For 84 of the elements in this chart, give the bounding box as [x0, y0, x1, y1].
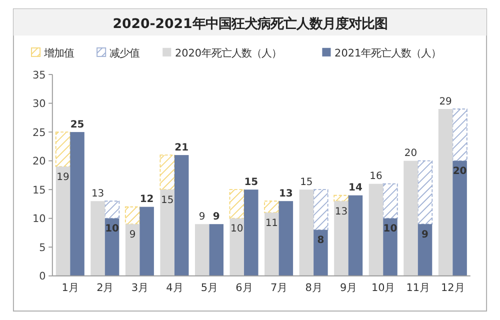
y-tick-label: 20: [32, 156, 46, 168]
data-label: 10: [105, 224, 120, 235]
y-tick-label: 0: [39, 270, 46, 283]
data-label: 13: [91, 188, 104, 200]
y-tick-label: 10: [32, 213, 46, 226]
x-tick-label: 11月: [406, 282, 430, 294]
bar: [452, 108, 468, 162]
bar: [334, 194, 349, 202]
bar: [382, 183, 398, 219]
chart-title: 2020-2021年中国狂犬病死亡人数月度对比图: [112, 16, 388, 32]
bar: [194, 224, 210, 276]
data-label: 12: [140, 194, 154, 206]
legend-label: 增加值: [42, 47, 74, 60]
data-label: 11: [265, 218, 278, 229]
data-label: 10: [383, 224, 398, 235]
data-label: 20: [452, 166, 467, 178]
x-tick-label: 1月: [62, 282, 78, 294]
x-tick-label: 7月: [270, 282, 288, 294]
x-tick-label: 12月: [441, 282, 464, 294]
bar: [278, 201, 294, 276]
bar: [124, 206, 140, 225]
data-label: 15: [160, 194, 174, 206]
bar: [452, 160, 467, 276]
bar: [244, 190, 258, 276]
bar: [125, 224, 140, 276]
bar: [383, 218, 398, 276]
y-tick-label: 30: [32, 98, 46, 110]
x-tick-label: 4月: [166, 282, 183, 294]
data-label: 15: [300, 176, 313, 188]
y-tick-label: 35: [32, 69, 46, 82]
bar: [160, 154, 175, 190]
bar: [438, 109, 453, 276]
data-label: 14: [348, 182, 362, 194]
data-label: 9: [129, 229, 136, 240]
x-tick-label: 10月: [371, 282, 395, 294]
bar: [264, 200, 280, 214]
data-label: 10: [230, 224, 244, 235]
legend-label: 2020年死亡人数（人）: [174, 47, 282, 60]
bar: [299, 190, 314, 276]
bar: [70, 132, 84, 276]
bar: [140, 206, 154, 276]
bar: [417, 160, 433, 225]
bar: [418, 224, 432, 276]
bar: [264, 212, 279, 276]
data-label: 13: [334, 206, 348, 218]
bar: [160, 190, 174, 276]
x-tick-label: 5月: [200, 282, 218, 294]
data-label: 21: [174, 142, 189, 154]
x-tick-label: 8月: [305, 282, 322, 294]
data-label: 19: [56, 172, 70, 183]
x-tick-label: 6月: [236, 282, 252, 294]
y-tick-label: 15: [32, 184, 46, 196]
bar: [56, 166, 70, 276]
data-label: 15: [244, 176, 258, 188]
legend-label: 2021年死亡人数（人）: [334, 47, 442, 60]
x-tick-label: 9月: [340, 282, 357, 294]
bar: [104, 218, 120, 276]
bar: [55, 132, 71, 168]
bar: [313, 189, 328, 230]
data-label: 25: [70, 119, 84, 130]
data-label: 8: [317, 235, 324, 246]
bar: [404, 160, 418, 276]
data-label: 9: [212, 211, 220, 222]
data-label: 9: [198, 211, 206, 222]
data-label: 9: [422, 229, 429, 240]
bar: [314, 230, 328, 276]
y-tick-label: 25: [32, 126, 46, 139]
data-label: 20: [404, 148, 418, 160]
bar: [209, 224, 224, 276]
bar: [174, 155, 189, 276]
data-label: 16: [370, 171, 382, 182]
bar: [348, 195, 363, 276]
legend-label: 减少值: [109, 47, 140, 60]
data-label: 29: [439, 96, 452, 108]
bar: [229, 189, 244, 219]
bar: [90, 201, 105, 276]
bar: [230, 218, 244, 276]
bar: [104, 200, 120, 219]
bar: [368, 184, 384, 276]
data-label: 13: [278, 188, 293, 200]
bar: [334, 201, 348, 276]
x-tick-label: 2月: [96, 282, 114, 294]
x-tick-label: 3月: [131, 282, 148, 294]
y-tick-label: 5: [39, 242, 46, 254]
